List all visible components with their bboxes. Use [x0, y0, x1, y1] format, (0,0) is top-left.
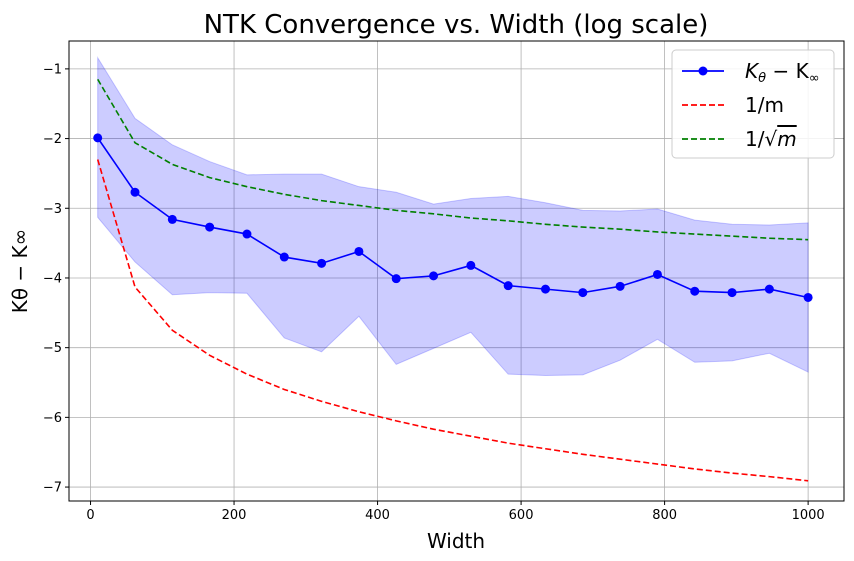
legend-k-sub1: θ	[758, 71, 766, 86]
y-tick-label: −1	[43, 62, 62, 77]
y-tick-label: −4	[43, 271, 62, 286]
data-point	[391, 274, 401, 284]
data-point	[803, 292, 813, 302]
legend-label-k-diff: Kθ − K∞	[745, 59, 820, 86]
data-point	[205, 222, 215, 232]
ticks-layer: 0 200 400 600 800 1000 −7 −6 −5 −4 −3 −2 −1	[43, 62, 825, 523]
data-point	[578, 288, 588, 298]
x-tick-label: 200	[222, 508, 247, 523]
data-point	[242, 229, 252, 239]
data-point	[429, 271, 439, 281]
data-point	[764, 284, 774, 294]
legend-k-mid: − K	[766, 59, 809, 83]
data-point	[130, 187, 140, 197]
y-tick-label: −7	[43, 481, 62, 496]
plot-frame	[68, 40, 845, 502]
x-tick-label: 0	[86, 508, 94, 523]
data-point	[690, 286, 700, 296]
confidence-band	[97, 55, 809, 377]
confidence-band-layer	[97, 55, 809, 377]
data-point	[727, 288, 737, 298]
y-tick-label: −2	[43, 132, 62, 147]
y-axis-label: Kθ − K∞	[8, 229, 32, 314]
data-point	[540, 284, 550, 294]
legend-k-sub2: ∞	[809, 71, 820, 86]
data-point	[466, 260, 476, 270]
data-point	[93, 133, 103, 143]
data-point	[503, 281, 513, 291]
y-tick-label: −3	[43, 202, 62, 217]
legend-marker-k-diff	[698, 66, 708, 76]
y-tick-label: −5	[43, 341, 62, 356]
chart-title: NTK Convergence vs. Width (log scale)	[204, 10, 709, 40]
data-point	[279, 252, 289, 262]
legend-sqrt-var: m	[777, 127, 796, 151]
legend-sqrt-prefix: 1/√	[745, 127, 777, 151]
x-tick-label: 400	[365, 508, 390, 523]
legend-label-inv-m: 1/m	[745, 93, 784, 117]
legend: Kθ − K∞ 1/m 1/√m	[671, 49, 835, 159]
x-tick-label: 600	[509, 508, 534, 523]
x-axis-label: Width	[427, 529, 485, 553]
legend-k-main: K	[745, 59, 760, 83]
legend-label-inv-sqrt-m: 1/√m	[745, 127, 797, 151]
x-tick-label: 800	[652, 508, 677, 523]
data-point	[652, 269, 662, 279]
y-tick-label: −6	[43, 411, 62, 426]
series-line-0	[97, 137, 809, 299]
data-point	[354, 246, 364, 256]
data-point	[615, 281, 625, 291]
series-layer	[93, 78, 813, 482]
series-line-1	[96, 159, 809, 482]
series-line-2	[97, 78, 809, 241]
x-tick-label: 1000	[792, 508, 825, 523]
data-point	[167, 214, 177, 224]
legend-box	[671, 49, 835, 159]
data-point	[317, 258, 327, 268]
